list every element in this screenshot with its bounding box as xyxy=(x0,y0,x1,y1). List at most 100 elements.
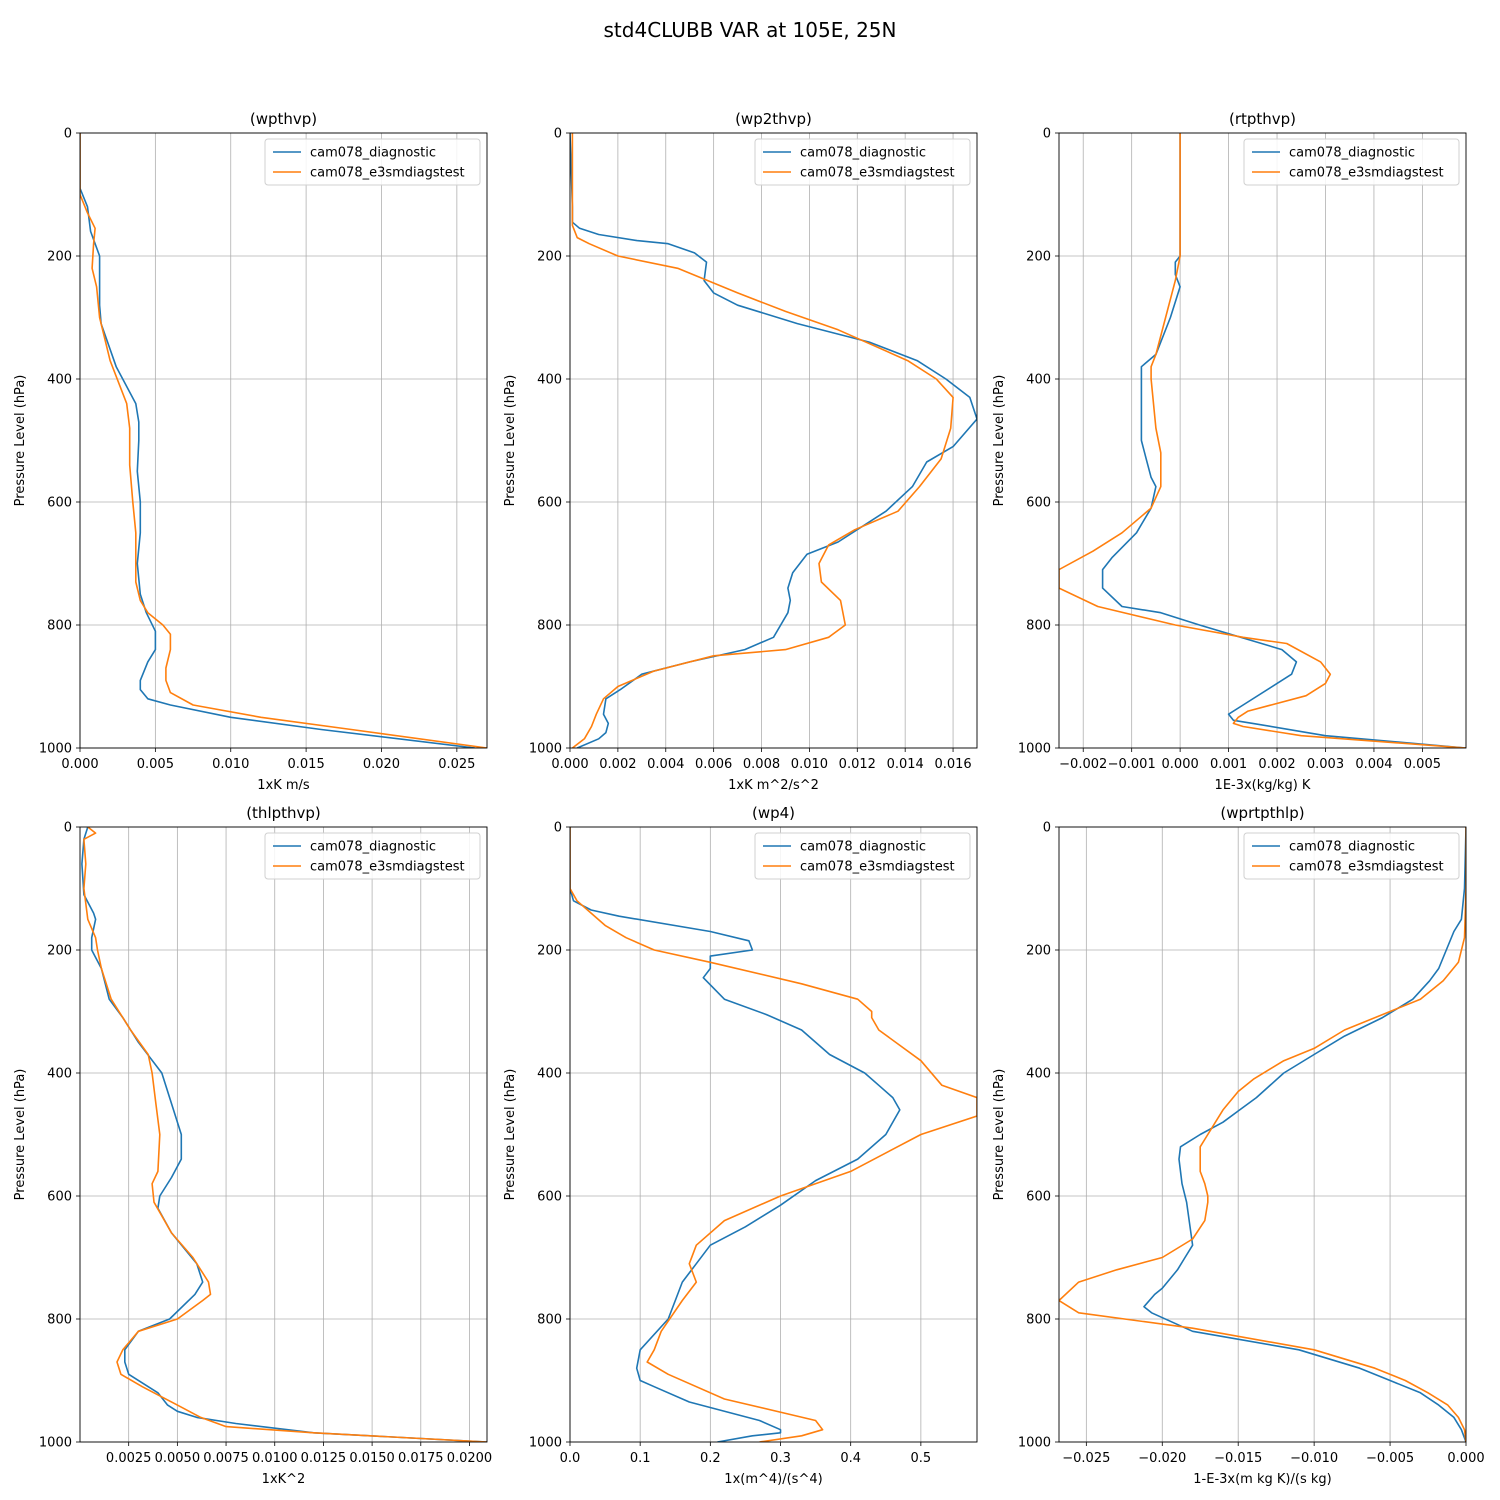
plot-area xyxy=(80,827,487,1442)
y-tick-label: 600 xyxy=(537,1190,562,1205)
x-tick-label: 0.006 xyxy=(695,757,732,772)
y-tick-label: 1000 xyxy=(1018,742,1051,757)
x-tick-label: 0.0200 xyxy=(447,1451,493,1466)
x-tick-label: −0.020 xyxy=(1138,1451,1186,1466)
y-tick-label: 600 xyxy=(1026,1190,1051,1205)
legend-label-1: cam078_diagnostic xyxy=(310,146,436,161)
y-tick-label: 0 xyxy=(554,821,562,836)
legend: cam078_diagnostic cam078_e3smdiagstest xyxy=(264,138,481,186)
y-tick-label: 400 xyxy=(537,1067,562,1082)
y-tick-label: 1000 xyxy=(1018,1436,1051,1451)
subplot-title: (wprtpthlp) xyxy=(1220,804,1304,822)
subplot-4: 0.0025 0.0050 0.0075 0.0100 0.0125 0.0150 0.01… xyxy=(13,804,492,1487)
y-tick-label: 1000 xyxy=(529,742,562,757)
x-tick-label: 0.3 xyxy=(770,1451,791,1466)
y-tick-label: 1000 xyxy=(39,1436,72,1451)
plot-area xyxy=(1059,133,1466,748)
y-tick-label: 0 xyxy=(64,821,72,836)
y-tick-label: 600 xyxy=(1026,496,1051,511)
series-line-2 xyxy=(571,133,954,748)
y-tick-label: 1000 xyxy=(39,742,72,757)
x-tick-label: 0.025 xyxy=(438,757,475,772)
x-tick-label: 0.0150 xyxy=(349,1451,395,1466)
legend-frame xyxy=(264,832,481,880)
series-line-2 xyxy=(1059,133,1466,748)
y-tick-label: 800 xyxy=(1026,1313,1051,1328)
plot-area xyxy=(570,133,977,748)
y-axis-label: Pressure Level (hPa) xyxy=(503,1069,518,1201)
subplot-3: −0.002 −0.001 0.000 0.001 0.002 0.003 0.004 0.0… xyxy=(992,110,1467,793)
x-tick-label: −0.025 xyxy=(1062,1451,1110,1466)
y-tick-label: 400 xyxy=(1026,1067,1051,1082)
x-tick-label: 0.004 xyxy=(647,757,684,772)
y-axis-label: Pressure Level (hPa) xyxy=(13,1069,28,1201)
x-tick-label: 0.015 xyxy=(288,757,325,772)
x-tick-label: 0.5 xyxy=(911,1451,932,1466)
plot-frame xyxy=(569,132,978,749)
subplot-1: 0.000 0.005 0.010 0.015 0.020 0.025 0 200 400 600… xyxy=(13,110,488,793)
y-tick-label: 800 xyxy=(537,619,562,634)
legend-frame xyxy=(1243,832,1460,880)
y-tick-label: 200 xyxy=(537,250,562,265)
x-tick-label: −0.005 xyxy=(1366,1451,1414,1466)
subplot-grid: 0.0 0 0 0.005 0.010 0.015 0.020 0.025 0 200 400 600… xyxy=(13,110,1485,1487)
legend: cam078_diagnostic cam078_e3smdiagstest xyxy=(1243,832,1460,880)
y-tick-label: 400 xyxy=(47,373,72,388)
legend: cam078_diagnostic cam078_e3smdiagstest xyxy=(754,138,971,186)
plot-frame xyxy=(79,132,488,749)
x-tick-label: 0.008 xyxy=(743,757,780,772)
x-axis-label: 1x(m^4)/(s^4) xyxy=(724,1472,822,1487)
plot-area xyxy=(80,133,487,748)
x-tick-label: 0.0100 xyxy=(252,1451,298,1466)
legend: cam078_diagnostic cam078_e3smdiagstest xyxy=(754,832,971,880)
subplot-6: −0.025 −0.020 −0.015 −0.010 −0.005 0.000 0 200 4… xyxy=(992,804,1485,1487)
legend-frame xyxy=(264,138,481,186)
y-tick-label: 1000 xyxy=(529,1436,562,1451)
legend-label-1: cam078_diagnostic xyxy=(1289,840,1415,855)
x-tick-label: 0.0 xyxy=(560,1451,581,1466)
legend-label-1: cam078_diagnostic xyxy=(800,146,926,161)
legend-label-2: cam078_e3smdiagstest xyxy=(1289,166,1444,181)
series-line-1 xyxy=(1143,827,1466,1442)
y-tick-label: 200 xyxy=(1026,944,1051,959)
x-tick-label: 0.010 xyxy=(212,757,249,772)
x-tick-label: 0.0175 xyxy=(398,1451,444,1466)
legend-label-1: cam078_diagnostic xyxy=(1289,146,1415,161)
legend-label-2: cam078_e3smdiagstest xyxy=(1289,860,1444,875)
y-axis-label: Pressure Level (hPa) xyxy=(992,375,1007,507)
y-tick-label: 0 xyxy=(554,127,562,142)
y-tick-label: 0 xyxy=(1043,127,1051,142)
plot-area xyxy=(1059,827,1466,1442)
x-tick-label: 0.020 xyxy=(363,757,400,772)
y-tick-label: 800 xyxy=(537,1313,562,1328)
x-tick-label: −0.001 xyxy=(1108,757,1156,772)
subplot-5: 0.0 0.1 0.2 0.3 0.4 0.5 0 200 400 600 800 1000 (wp4)… xyxy=(503,804,978,1487)
legend: cam078_diagnostic cam078_e3smdiagstest xyxy=(264,832,481,880)
subplot-title: (wp2thvp) xyxy=(735,110,812,128)
legend-frame xyxy=(754,138,971,186)
series-line-1 xyxy=(1101,133,1466,748)
x-tick-label: 0.003 xyxy=(1307,757,1344,772)
y-axis-label: Pressure Level (hPa) xyxy=(992,1069,1007,1201)
y-axis-label: Pressure Level (hPa) xyxy=(13,375,28,507)
x-axis-label: 1xK m^2/s^2 xyxy=(728,778,819,793)
y-tick-label: 800 xyxy=(1026,619,1051,634)
plot-area xyxy=(570,827,977,1442)
legend: cam078_diagnostic cam078_e3smdiagstest xyxy=(1243,138,1460,186)
subplot-title: (wpthvp) xyxy=(250,110,317,128)
x-tick-label: −0.015 xyxy=(1214,1451,1262,1466)
series-line-1 xyxy=(570,827,901,1442)
x-tick-label: 0.002 xyxy=(1258,757,1295,772)
y-tick-label: 600 xyxy=(537,496,562,511)
series-line-1 xyxy=(80,133,475,748)
x-tick-label: 0.1 xyxy=(630,1451,651,1466)
legend-frame xyxy=(1243,138,1460,186)
plot-frame xyxy=(1058,826,1467,1443)
y-tick-label: 600 xyxy=(47,1190,72,1205)
series-line-2 xyxy=(80,133,487,748)
subplot-title: (wp4) xyxy=(752,804,795,822)
legend-label-2: cam078_e3smdiagstest xyxy=(800,166,955,181)
x-tick-label: 0.012 xyxy=(839,757,876,772)
x-tick-label: 0.005 xyxy=(137,757,174,772)
x-tick-label: 0.004 xyxy=(1355,757,1392,772)
